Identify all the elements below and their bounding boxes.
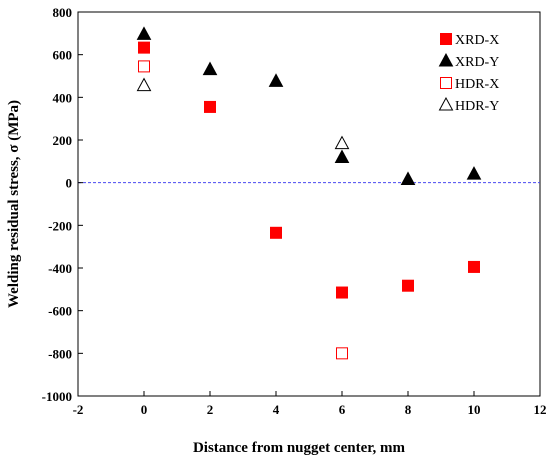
y-tick-label: -200 (48, 218, 72, 233)
plot-area-frame (77, 11, 541, 397)
legend-marker-xrd-x (440, 33, 452, 45)
y-tick-label: -600 (48, 304, 72, 319)
x-axis-title: Distance from nugget center, mm (193, 440, 406, 456)
point-xrd-x (204, 100, 216, 113)
x-tick-label: 0 (141, 402, 148, 417)
x-tick-label: 2 (207, 402, 214, 417)
x-tick-label: 8 (405, 402, 412, 417)
point-xrd-x (336, 286, 348, 299)
y-axis-title: Welding residual stress, σ (MPa) (6, 100, 22, 308)
x-tick-label: 4 (273, 402, 280, 417)
point-xrd-y (268, 73, 284, 87)
point-xrd-x (468, 260, 480, 273)
legend-label-xrd-x: XRD-X (455, 33, 499, 48)
point-hdr-x (138, 60, 150, 73)
legend-marker-xrd-y (438, 52, 454, 67)
x-tick-label: 10 (468, 402, 481, 417)
y-tick-label: 0 (66, 176, 73, 191)
legend-label-hdr-y: HDR-Y (455, 99, 499, 114)
y-tick-label: 600 (53, 48, 73, 63)
y-tick-label: -800 (48, 346, 72, 361)
legend-marker-hdr-x (440, 77, 452, 89)
point-xrd-x (402, 279, 414, 292)
point-hdr-x (336, 347, 348, 360)
y-tick-label: 400 (53, 90, 73, 105)
point-xrd-y (136, 26, 152, 40)
x-tick-label: 6 (339, 402, 346, 417)
x-tick-label: 12 (534, 402, 547, 417)
point-hdr-y (136, 77, 152, 92)
legend-label-xrd-y: XRD-Y (455, 55, 499, 70)
point-xrd-y (334, 149, 350, 163)
point-hdr-y (334, 135, 350, 150)
point-xrd-y (466, 166, 482, 180)
legend-label-hdr-x: HDR-X (455, 77, 499, 92)
point-xrd-x (270, 226, 282, 239)
point-xrd-y (202, 61, 218, 76)
point-xrd-x (138, 41, 150, 54)
y-tick-label: -400 (48, 261, 72, 276)
x-tick-label: -2 (73, 402, 84, 417)
y-tick-label: -1000 (42, 389, 72, 404)
y-tick-label: 800 (53, 5, 73, 20)
legend-marker-hdr-y (438, 96, 454, 111)
y-tick-label: 200 (53, 133, 73, 148)
point-xrd-y (400, 171, 416, 185)
